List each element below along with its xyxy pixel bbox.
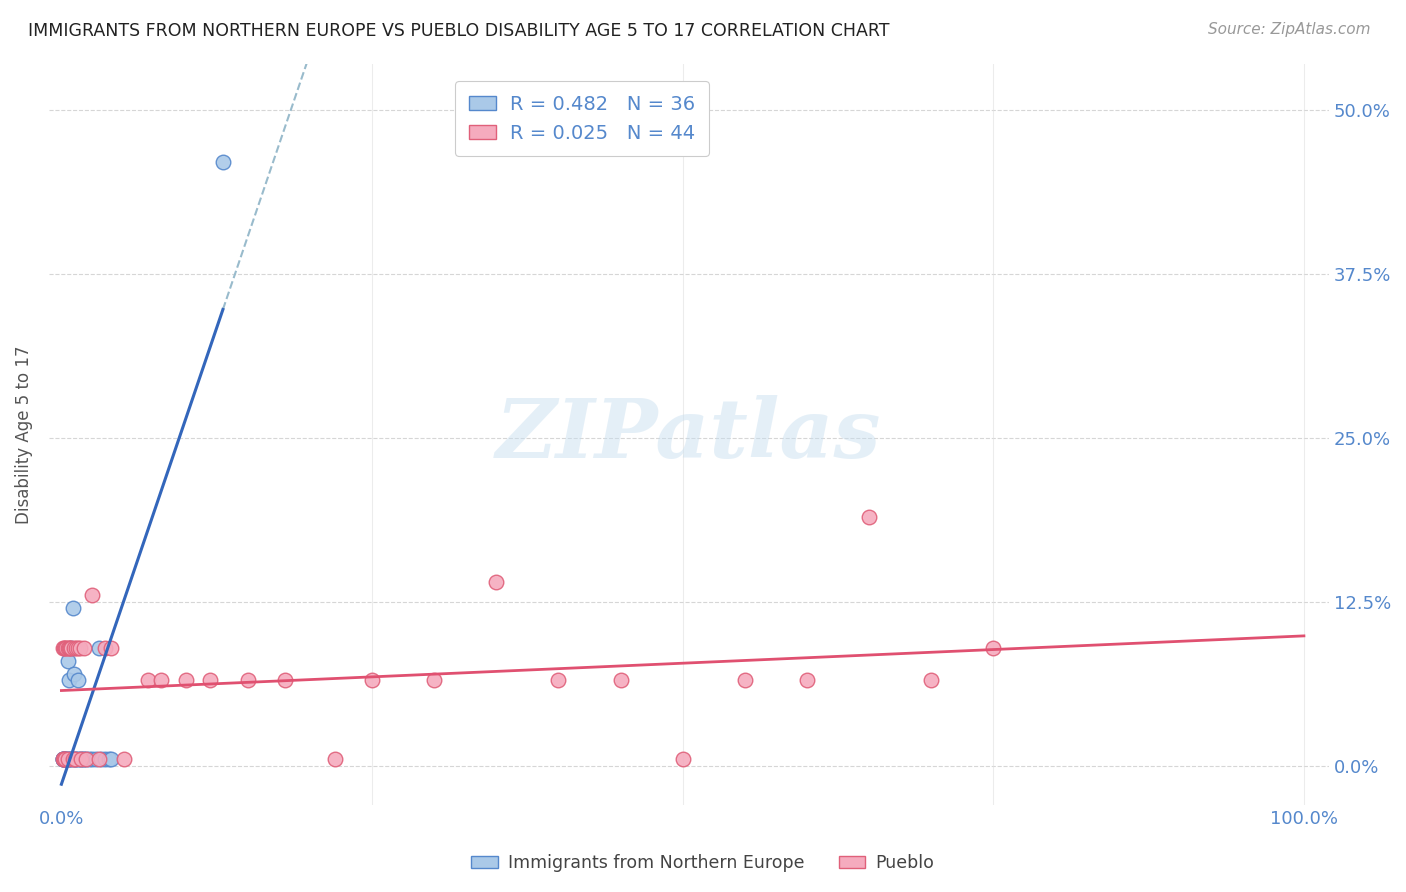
Point — [87, 640, 110, 655]
Point — [73, 640, 96, 655]
Point — [66, 673, 89, 688]
Point — [100, 640, 122, 655]
Point — [485, 575, 508, 590]
Point — [55, 640, 77, 655]
Point — [63, 640, 86, 655]
Point — [734, 673, 756, 688]
Point — [69, 640, 91, 655]
Point — [52, 752, 75, 766]
Point — [70, 752, 93, 766]
Point — [62, 752, 84, 766]
Point — [87, 752, 110, 766]
Point — [58, 673, 80, 688]
Point — [94, 640, 117, 655]
Point — [75, 752, 97, 766]
Point — [52, 752, 75, 766]
Point — [672, 752, 695, 766]
Point — [65, 752, 87, 766]
Point — [97, 752, 120, 766]
Point — [59, 752, 82, 766]
Point — [796, 673, 818, 688]
Text: Source: ZipAtlas.com: Source: ZipAtlas.com — [1208, 22, 1371, 37]
Point — [59, 640, 82, 655]
Point — [70, 752, 93, 766]
Point — [58, 640, 80, 655]
Point — [58, 752, 80, 766]
Point — [53, 752, 76, 766]
Point — [72, 752, 94, 766]
Point — [63, 752, 86, 766]
Point — [547, 673, 569, 688]
Point — [609, 673, 631, 688]
Point — [112, 752, 135, 766]
Text: ZIPatlas: ZIPatlas — [496, 394, 882, 475]
Point — [52, 640, 75, 655]
Point — [52, 752, 75, 766]
Point — [65, 640, 87, 655]
Point — [82, 752, 104, 766]
Point — [94, 752, 117, 766]
Point — [274, 673, 297, 688]
Text: IMMIGRANTS FROM NORTHERN EUROPE VS PUEBLO DISABILITY AGE 5 TO 17 CORRELATION CHA: IMMIGRANTS FROM NORTHERN EUROPE VS PUEBL… — [28, 22, 890, 40]
Point — [62, 601, 84, 615]
Point — [149, 673, 172, 688]
Point — [981, 640, 1004, 655]
Point — [174, 673, 197, 688]
Point — [920, 673, 942, 688]
Point — [77, 752, 100, 766]
Point — [52, 640, 75, 655]
Point — [60, 640, 83, 655]
Point — [75, 752, 97, 766]
Point — [323, 752, 346, 766]
Point — [55, 752, 77, 766]
Point — [82, 588, 104, 602]
Point — [52, 752, 75, 766]
Point — [53, 752, 76, 766]
Point — [236, 673, 259, 688]
Point — [56, 640, 79, 655]
Point — [90, 752, 112, 766]
Point — [52, 752, 75, 766]
Point — [212, 155, 235, 169]
Point — [56, 752, 79, 766]
Point — [84, 752, 107, 766]
Point — [52, 752, 75, 766]
Point — [56, 654, 79, 668]
Point — [66, 752, 89, 766]
Point — [100, 752, 122, 766]
Legend: Immigrants from Northern Europe, Pueblo: Immigrants from Northern Europe, Pueblo — [464, 847, 942, 879]
Point — [63, 752, 86, 766]
Point — [423, 673, 446, 688]
Point — [858, 509, 880, 524]
Point — [138, 673, 160, 688]
Point — [200, 673, 222, 688]
Point — [63, 752, 86, 766]
Point — [73, 752, 96, 766]
Point — [52, 752, 75, 766]
Point — [56, 752, 79, 766]
Point — [60, 640, 83, 655]
Point — [69, 752, 91, 766]
Point — [63, 667, 86, 681]
Point — [60, 752, 83, 766]
Y-axis label: Disability Age 5 to 17: Disability Age 5 to 17 — [15, 345, 32, 524]
Point — [53, 640, 76, 655]
Point — [361, 673, 384, 688]
Legend: R = 0.482   N = 36, R = 0.025   N = 44: R = 0.482 N = 36, R = 0.025 N = 44 — [456, 81, 709, 156]
Point — [66, 640, 89, 655]
Point — [53, 752, 76, 766]
